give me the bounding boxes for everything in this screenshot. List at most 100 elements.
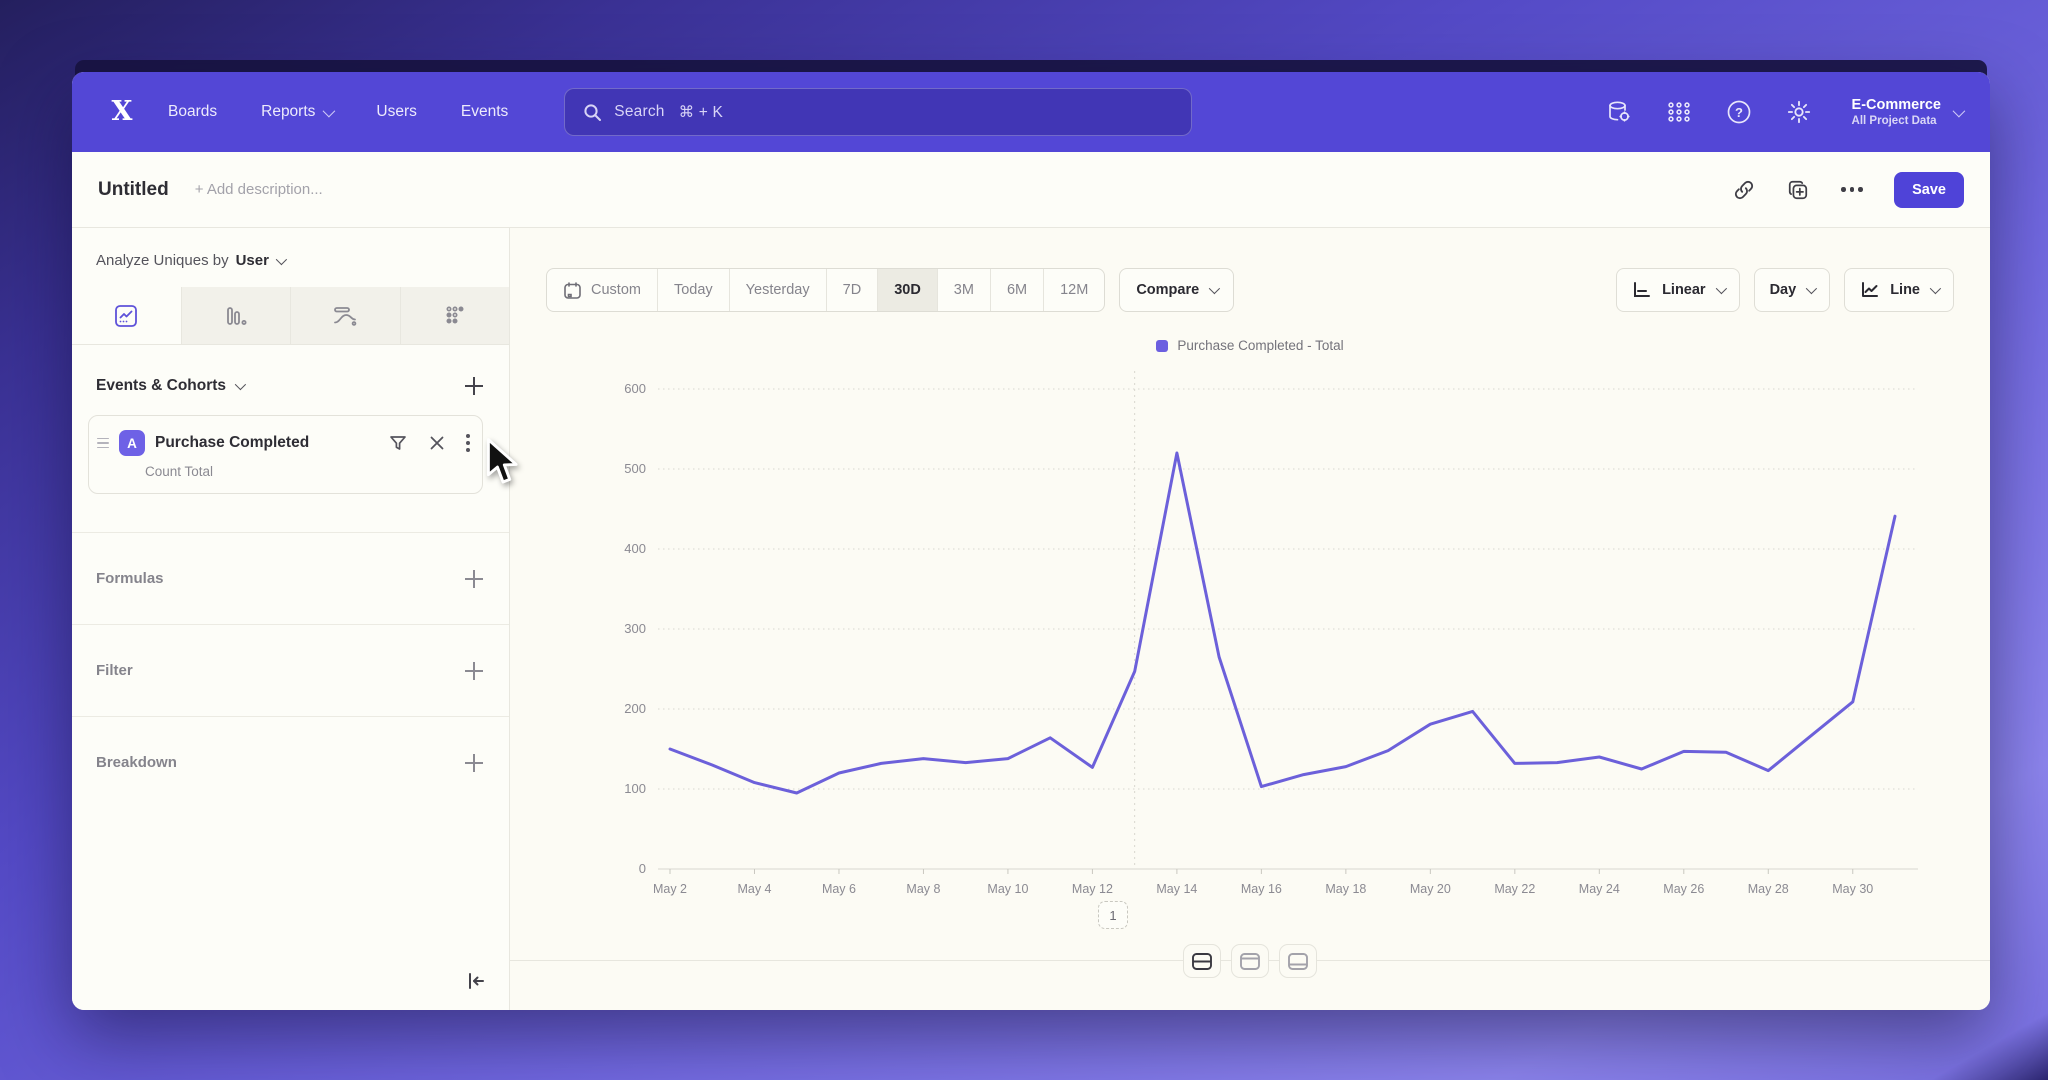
linear-axis-icon: [1634, 282, 1651, 297]
svg-text:May 16: May 16: [1241, 882, 1282, 896]
svg-text:0: 0: [639, 861, 646, 876]
chart-controls: Custom Today Yesterday 7D 30D 3M 6M 12M Compare…: [510, 228, 1990, 312]
copy-link-icon[interactable]: [1732, 178, 1756, 202]
event-card[interactable]: A Purchase Completed Count Total: [88, 415, 483, 494]
nav-link-boards[interactable]: Boards: [168, 103, 218, 120]
apps-grid-icon[interactable]: [1666, 99, 1692, 125]
report-title[interactable]: Untitled: [98, 178, 169, 200]
svg-text:May 6: May 6: [822, 882, 856, 896]
chart-legend: Purchase Completed - Total: [510, 338, 1990, 353]
tab-insights-line[interactable]: [72, 287, 181, 344]
line-chart-icon: [1862, 282, 1879, 297]
range-12m[interactable]: 12M: [1043, 269, 1104, 311]
duplicate-icon[interactable]: [1786, 178, 1810, 202]
analyze-by-value: User: [235, 252, 269, 269]
search-shortcut: ⌘ + K: [678, 103, 724, 121]
nav-links: Boards Reports Users Events: [168, 103, 508, 121]
range-today[interactable]: Today: [656, 269, 729, 311]
date-range-group: Custom Today Yesterday 7D 30D 3M 6M 12M: [546, 268, 1106, 312]
nav-link-events[interactable]: Events: [460, 103, 509, 120]
mixpanel-logo[interactable]: X: [100, 90, 144, 134]
range-custom[interactable]: Custom: [547, 269, 657, 311]
remove-event-icon[interactable]: [428, 434, 446, 452]
breakdown-label: Breakdown: [96, 754, 177, 771]
report-toolbar: Untitled + Add description... Save: [72, 152, 1990, 228]
help-icon[interactable]: ?: [1726, 99, 1752, 125]
search-icon: [583, 103, 602, 122]
filter-label: Filter: [96, 662, 133, 679]
range-30d[interactable]: 30D: [877, 269, 937, 311]
chart-panel: Custom Today Yesterday 7D 30D 3M 6M 12M Compare…: [510, 228, 1990, 1010]
layout-toggles: [1183, 944, 1317, 1010]
add-description-field[interactable]: + Add description...: [194, 181, 323, 198]
line-chart-svg[interactable]: 0 100 200 300 400 500 600 May 2 May 4 May 6 May 8 M…: [540, 359, 1950, 935]
events-section-header: Events & Cohorts: [72, 345, 509, 397]
nav-link-users[interactable]: Users: [376, 103, 417, 120]
range-yesterday[interactable]: Yesterday: [728, 269, 826, 311]
search-placeholder: Search: [614, 102, 665, 120]
range-3m[interactable]: 3M: [936, 269, 990, 311]
range-6m[interactable]: 6M: [989, 269, 1043, 311]
tab-bar-chart[interactable]: [180, 287, 290, 344]
sidebar-item-filter: Filter: [72, 624, 509, 716]
svg-text:May 28: May 28: [1748, 882, 1789, 896]
event-aggregation[interactable]: Count Total: [145, 464, 214, 479]
compare-dropdown[interactable]: Compare: [1119, 268, 1235, 312]
workspace: Analyze Uniques by User: [72, 228, 1990, 1010]
tab-retention[interactable]: [399, 287, 509, 344]
svg-text:100: 100: [624, 781, 646, 796]
event-options-icon[interactable]: [466, 434, 470, 452]
calendar-icon: [564, 281, 581, 299]
chart-type-tabs: [72, 287, 509, 345]
layout-split-view-button[interactable]: [1183, 944, 1221, 978]
layout-bottom-panel-button[interactable]: [1279, 944, 1317, 978]
scale-dropdown[interactable]: Linear: [1616, 268, 1740, 312]
project-switcher[interactable]: E-Commerce All Project Data: [1851, 96, 1966, 129]
chart-type-dropdown[interactable]: Line: [1844, 268, 1954, 312]
layout-top-panel-button[interactable]: [1231, 944, 1269, 978]
data-management-icon[interactable]: [1606, 99, 1632, 125]
nav-link-reports[interactable]: Reports: [261, 103, 336, 121]
collapse-sidebar-icon[interactable]: [465, 971, 487, 996]
logo-glyph: X: [112, 96, 133, 127]
analyze-by-dropdown[interactable]: User: [235, 252, 288, 269]
more-options-icon[interactable]: [1840, 178, 1864, 202]
filter-funnel-icon[interactable]: [388, 433, 408, 453]
pagination-page-1[interactable]: 1: [1098, 901, 1128, 929]
svg-text:400: 400: [624, 541, 646, 556]
project-subtitle: All Project Data: [1851, 114, 1937, 127]
events-cohorts-label: Events & Cohorts: [96, 377, 227, 394]
add-breakdown-button[interactable]: [463, 752, 485, 774]
settings-gear-icon[interactable]: [1786, 99, 1812, 125]
sidebar-item-breakdown: Breakdown: [72, 716, 509, 808]
svg-text:500: 500: [624, 461, 646, 476]
add-event-button[interactable]: [463, 375, 485, 397]
project-name: E-Commerce: [1851, 96, 1941, 113]
top-nav: X Boards Reports Users Events Search ⌘ + K: [72, 72, 1990, 152]
svg-text:May 18: May 18: [1325, 882, 1366, 896]
range-7d[interactable]: 7D: [825, 269, 878, 311]
svg-text:May 20: May 20: [1410, 882, 1451, 896]
drag-handle-icon[interactable]: [97, 437, 109, 449]
events-cohorts-dropdown[interactable]: Events & Cohorts: [96, 377, 247, 395]
event-name[interactable]: Purchase Completed: [155, 434, 310, 451]
line-chart[interactable]: 0 100 200 300 400 500 600 May 2 May 4 May 6 May 8 M…: [510, 353, 1990, 960]
legend-swatch: [1156, 339, 1169, 352]
chevron-down-icon: [275, 253, 288, 265]
add-filter-button[interactable]: [463, 660, 485, 682]
search-input[interactable]: Search ⌘ + K: [564, 88, 1193, 136]
add-formula-button[interactable]: [463, 568, 485, 590]
app-window: X Boards Reports Users Events Search ⌘ + K: [72, 72, 1990, 1010]
sidebar-item-formulas: Formulas: [72, 532, 509, 624]
svg-text:300: 300: [624, 621, 646, 636]
chevron-down-icon: [234, 378, 247, 391]
svg-text:May 4: May 4: [737, 882, 771, 896]
svg-text:May 30: May 30: [1832, 882, 1873, 896]
help-glyph: ?: [1735, 105, 1743, 120]
svg-text:May 2: May 2: [653, 882, 687, 896]
analyze-row: Analyze Uniques by User: [72, 228, 509, 287]
save-button[interactable]: Save: [1894, 171, 1964, 208]
interval-dropdown[interactable]: Day: [1753, 268, 1831, 312]
tab-flows[interactable]: [290, 287, 400, 344]
